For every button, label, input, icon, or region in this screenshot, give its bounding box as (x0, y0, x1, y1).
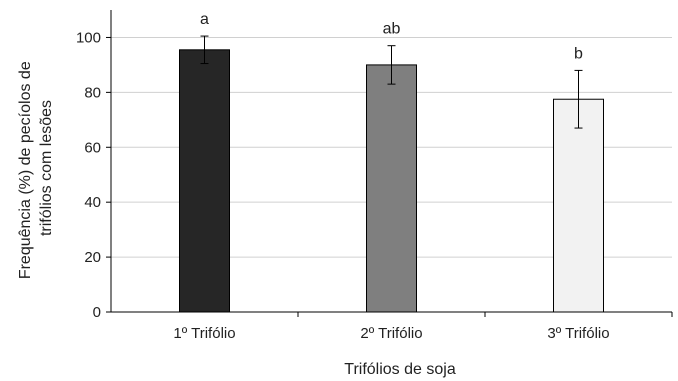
bar (366, 64, 417, 313)
significance-label: a (200, 11, 209, 28)
x-tick-label: 1º Trifólio (173, 325, 235, 342)
significance-labels: a ab b (200, 11, 583, 62)
error-bars (200, 35, 583, 129)
x-axis-title: Trifólios de soja (344, 361, 456, 378)
y-tick-labels: 0 20 40 60 80 100 (76, 29, 111, 321)
y-axis-title-line-2: trifólios com lesões (38, 100, 55, 236)
y-axis-title: Frequência (%) de pecíolos de trifólios … (17, 57, 55, 279)
y-tick-label: 100 (76, 29, 101, 46)
x-tick-label: 3º Trifólio (547, 325, 609, 342)
significance-label: ab (383, 21, 401, 38)
x-tick-label: 2º Trifólio (360, 325, 422, 342)
bar (179, 49, 230, 313)
y-tick-label: 20 (84, 249, 101, 266)
bars (179, 49, 604, 313)
x-tick-labels: 1º Trifólio 2º Trifólio 3º Trifólio (173, 312, 673, 342)
significance-label: b (574, 45, 583, 62)
y-axis-title-line-1: Frequência (%) de pecíolos de (17, 61, 34, 279)
y-tick-label: 40 (84, 194, 101, 211)
y-tick-label: 80 (84, 84, 101, 101)
bar (553, 98, 604, 313)
y-tick-label: 0 (93, 304, 101, 321)
y-tick-label: 60 (84, 139, 101, 156)
